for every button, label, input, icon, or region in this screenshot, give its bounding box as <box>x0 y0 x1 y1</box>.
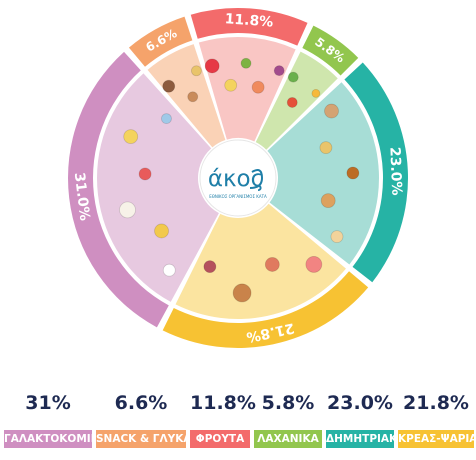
logo-tagline: ΕΘΝΙΚΟΣ ΟΡΓΑΝΙΣΜΟΣ ΚΑΤΑ <box>209 194 267 199</box>
legend-item-fruits: 11.8% ΦΡΟΥΤΑ <box>190 390 256 448</box>
legend-value: 23.0% <box>327 392 393 414</box>
slice-ring-snacks <box>128 16 193 67</box>
food-item-icon <box>123 129 139 145</box>
food-item-icon <box>286 97 298 108</box>
food-item-icon <box>311 89 321 98</box>
legend-item-vegetables: 5.8% ΛΑΧΑΝΙΚΑ <box>254 390 322 448</box>
food-item-icon <box>204 58 220 74</box>
legend-label: ΔΗΜΗΤΡΙΑΚΑ <box>326 430 405 448</box>
food-item-icon <box>346 166 360 180</box>
legend-label: ΛΑΧΑΝΙΚΑ <box>254 430 322 448</box>
food-item-icon <box>305 256 323 273</box>
legend-value: 6.6% <box>114 392 168 414</box>
food-item-icon <box>161 113 172 124</box>
food-illustrations <box>119 57 360 303</box>
food-item-icon <box>320 193 336 209</box>
slice-ring-fruits <box>190 7 308 46</box>
legend-label: ΚΡΕΑΣ-ΨΑΡΙΑ <box>398 430 476 448</box>
slice-ring-cereals <box>344 62 408 283</box>
ring-label-cereals: 23.0% <box>386 147 404 196</box>
food-item-icon <box>119 201 136 219</box>
slice-cereals <box>267 82 379 265</box>
ring-label-dairy: 31.0% <box>71 172 93 222</box>
food-item-icon <box>240 57 252 69</box>
food-item-icon <box>154 223 169 239</box>
legend-item-meat-fish: 21.8% ΚΡΕΑΣ-ΨΑΡΙΑ <box>398 390 476 448</box>
food-item-icon <box>191 65 202 77</box>
food-item-icon <box>273 65 285 77</box>
ring-label-fruits: 11.8% <box>224 11 274 30</box>
donut-chart: 31.0%6.6%11.8%5.8%23.0%21.8% άκος ΕΘΝΙΚΟ… <box>67 7 408 348</box>
legend-value: 21.8% <box>403 392 469 414</box>
slice-ring-dairy <box>67 51 169 328</box>
legend-item-cereals: 23.0% ΔΗΜΗΤΡΙΑΚΑ <box>326 390 405 448</box>
logo-swirl-icon <box>249 169 264 189</box>
slice-fruits <box>198 37 296 142</box>
legend-item-snacks: 6.6% SNACK & ΓΛΥΚΑ <box>96 390 191 448</box>
legend-label: SNACK & ΓΛΥΚΑ <box>96 430 191 448</box>
food-item-icon <box>324 103 339 119</box>
food-item-icon <box>162 79 176 93</box>
legend-value: 5.8% <box>261 392 315 414</box>
legend-value: 31% <box>25 392 71 414</box>
food-item-icon <box>232 283 252 303</box>
legend-label: ΦΡΟΥΤΑ <box>190 430 250 448</box>
legend: 31% ΓΑΛΑΚΤΟΚΟΜΙΚΑ 6.6% SNACK & ΓΛΥΚΑ 11.… <box>0 390 476 450</box>
center-logo: άκος ΕΘΝΙΚΟΣ ΟΡΓΑΝΙΣΜΟΣ ΚΑΤΑ <box>199 139 277 217</box>
legend-item-dairy: 31% ΓΑΛΑΚΤΟΚΟΜΙΚΑ <box>4 390 107 448</box>
food-item-icon <box>251 80 265 94</box>
food-item-icon <box>330 230 344 244</box>
food-item-icon <box>264 257 280 272</box>
food-item-icon <box>162 263 176 277</box>
food-item-icon <box>287 71 299 83</box>
food-item-icon <box>138 167 152 181</box>
slice-ring-vegetables <box>302 25 359 76</box>
slice-ring-meat-fish <box>162 271 369 348</box>
legend-label: ΓΑΛΑΚΤΟΚΟΜΙΚΑ <box>4 430 107 448</box>
slice-snacks <box>147 44 226 148</box>
food-item-icon <box>319 141 333 155</box>
food-item-icon <box>203 260 217 274</box>
legend-value: 11.8% <box>190 392 256 414</box>
food-item-icon <box>224 78 238 92</box>
food-item-icon <box>187 91 199 103</box>
slice-meat-fish <box>175 203 346 319</box>
